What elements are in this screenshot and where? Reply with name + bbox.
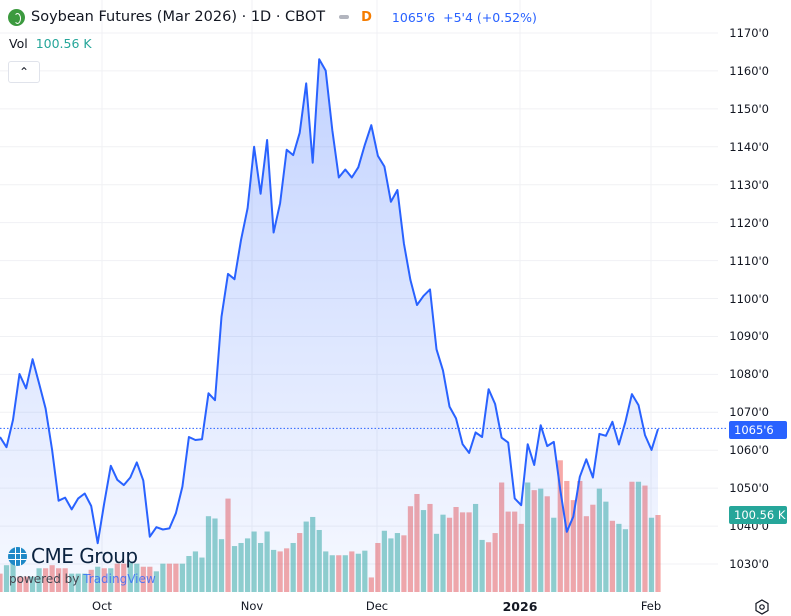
powered-by[interactable]: powered by TradingView bbox=[9, 572, 156, 586]
time-axis-label: Dec bbox=[365, 599, 389, 613]
volume-tag: 100.56 K bbox=[729, 506, 787, 524]
price-axis-label: 1150'0 bbox=[729, 101, 769, 116]
time-axis-label: Feb bbox=[640, 599, 662, 613]
price-axis-label: 1170'0 bbox=[729, 26, 769, 40]
price-axis-label: 1050'0 bbox=[729, 481, 769, 496]
price-axis-label: 1100'0 bbox=[729, 291, 769, 306]
soybean-logo-icon bbox=[8, 8, 25, 26]
current-price-tag: 1065'6 bbox=[729, 421, 787, 439]
price-axis-label: 1130'0 bbox=[729, 177, 769, 192]
time-axis-label: Oct bbox=[92, 599, 112, 613]
symbol-title[interactable]: Soybean Futures (Mar 2026) · 1D · CBOT bbox=[31, 9, 326, 25]
chevron-up-icon: ⌃ bbox=[18, 65, 30, 79]
price-axis-label: 1140'0 bbox=[729, 139, 769, 154]
price-change: +5'4 (+0.52%) bbox=[443, 9, 537, 25]
cme-group-logo[interactable]: CME Group bbox=[8, 544, 138, 568]
chart-header: Soybean Futures (Mar 2026) · 1D · CBOT D… bbox=[8, 7, 545, 27]
price-area-fill bbox=[0, 59, 658, 592]
price-axis-label: 1120'0 bbox=[729, 215, 769, 230]
price-axis-label: 1090'0 bbox=[729, 329, 769, 344]
last-price: 1065'6 bbox=[391, 9, 436, 25]
price-axis-label: 1080'0 bbox=[729, 367, 769, 382]
volume-value: 100.56 K bbox=[35, 36, 92, 51]
collapse-legend-button[interactable]: ⌃ bbox=[8, 61, 40, 83]
globe-icon bbox=[8, 546, 27, 566]
time-axis-label: 2026 bbox=[502, 599, 538, 614]
volume-legend: Vol 100.56 K bbox=[9, 36, 92, 51]
market-status-icon bbox=[339, 15, 350, 19]
cme-logo-text: CME Group bbox=[31, 544, 138, 568]
time-axis-label: Nov bbox=[240, 599, 264, 613]
price-axis-label: 1070'0 bbox=[729, 405, 769, 420]
powered-prefix: powered by bbox=[9, 572, 80, 586]
price-axis-label: 1030'0 bbox=[729, 557, 769, 572]
interval-label[interactable]: D bbox=[361, 9, 372, 25]
price-axis-label: 1060'0 bbox=[729, 443, 769, 458]
settings-icon[interactable] bbox=[754, 599, 770, 615]
tradingview-link[interactable]: TradingView bbox=[83, 572, 156, 586]
price-axis-label: 1110'0 bbox=[729, 253, 769, 268]
price-axis-label: 1160'0 bbox=[729, 63, 769, 78]
volume-label: Vol bbox=[9, 36, 28, 51]
price-line bbox=[0, 58, 659, 545]
